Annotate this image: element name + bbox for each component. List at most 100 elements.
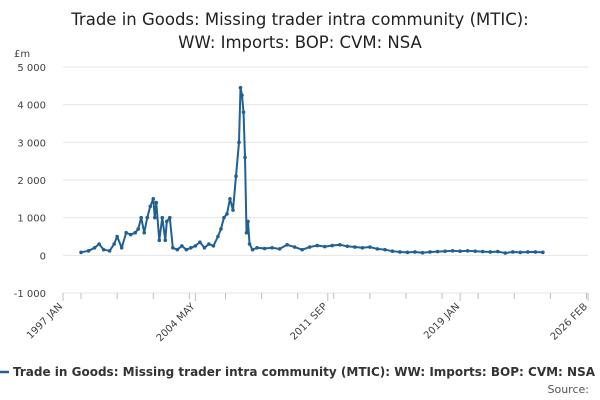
data-point [234,174,238,179]
data-point [152,215,157,220]
data-point [277,247,282,251]
data-point [337,242,342,247]
data-point [518,250,523,255]
data-point [142,230,147,235]
x-tick-label: 2026 FEB [549,301,591,343]
data-point [315,243,320,248]
y-tick-label: 3 000 [17,138,46,149]
data-point [231,208,235,212]
data-point [435,249,440,254]
data-point [533,250,538,254]
data-point [413,250,417,254]
data-point [133,230,138,235]
data-point [79,250,83,255]
data-point [541,250,545,255]
data-point [219,227,223,231]
data-point [139,215,144,220]
x-tick-label: 2019 JAN [422,301,462,341]
data-point [270,246,274,250]
data-point [171,246,175,250]
data-point [237,140,241,145]
data-point [184,247,189,252]
x-tick-label: 2004 MAY [155,301,198,344]
data-point [360,246,365,250]
data-point [168,215,172,220]
data-point [243,155,247,160]
y-axis-unit-label: £m [14,49,30,60]
data-point [330,243,335,248]
series-group [79,85,545,255]
data-point [307,245,312,249]
data-point [300,247,304,252]
data-point [128,232,133,237]
data-point [480,249,485,254]
y-tick-label: 5 000 [17,63,46,74]
data-point [383,247,387,252]
data-point [353,245,357,249]
data-point [450,249,455,253]
data-point [428,250,432,254]
data-point [244,230,249,235]
data-point [510,250,515,254]
legend-label[interactable]: Trade in Goods: Missing trader intra com… [13,365,596,379]
data-point [246,219,250,224]
data-point [398,250,402,254]
data-point [222,215,226,220]
y-tick-label: 4 000 [17,101,46,112]
data-point [115,234,119,239]
data-point [241,110,246,114]
data-point [495,249,500,254]
data-point [148,204,153,209]
data-point [198,240,202,244]
data-point [292,245,297,249]
data-point [216,234,220,239]
data-point [202,246,207,250]
data-point [458,249,462,253]
y-tick-label: 2 000 [17,176,46,187]
data-point [163,238,168,243]
data-point [488,250,493,254]
chart-title-line-2: WW: Imports: BOP: CVM: NSA [178,33,422,52]
data-point [145,215,150,220]
data-point [107,249,112,253]
y-tick-label: 1 000 [17,214,46,225]
x-tick-label: 2011 SEP [289,301,330,342]
data-point [250,247,255,252]
data-point [189,246,193,250]
data-point [101,247,106,252]
data-point [240,93,244,98]
data-point [136,227,141,231]
data-point [124,230,128,235]
data-point [154,200,159,205]
legend[interactable]: Trade in Goods: Missing trader intra com… [0,365,596,379]
data-point [473,249,477,253]
gridlines [63,66,588,294]
data-point [164,219,169,224]
y-axis-ticks: -1 000 0 1 000 2 000 3 000 4 000 5 000 [14,63,46,300]
data-point [322,244,327,249]
data-point [180,244,184,248]
data-point [151,197,156,201]
data-point [92,246,97,250]
data-point [238,85,243,90]
data-point [526,250,530,254]
data-point [345,244,350,249]
data-point [97,242,101,246]
data-point [193,244,198,248]
data-point [465,249,470,253]
series-line [80,86,543,255]
x-tick-label: 1997 JAN [25,301,65,341]
data-point [175,247,180,252]
source-label: Source: [548,383,590,396]
data-point [368,245,372,249]
data-point [119,246,124,250]
data-point [225,212,229,216]
data-point [207,242,211,246]
data-point [443,249,447,253]
data-point [503,251,508,255]
y-tick-label: -1 000 [14,289,46,300]
x-axis-ticks: 1997 JAN 2004 MAY 2011 SEP 2019 JAN 2026 FEB [25,293,590,344]
y-tick-label: 0 [40,251,46,262]
data-point [112,242,116,246]
